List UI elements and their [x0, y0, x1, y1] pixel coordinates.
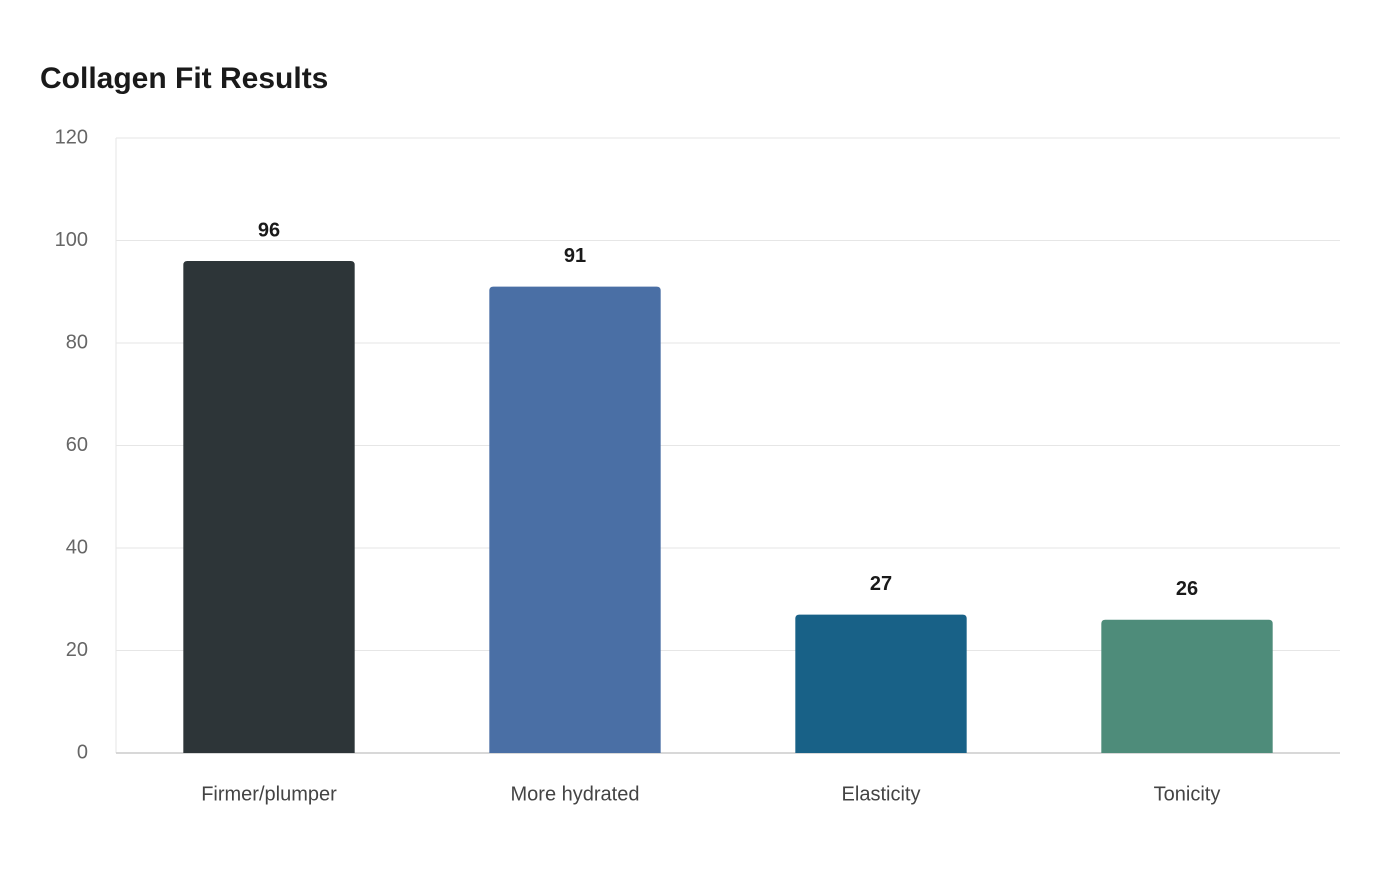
y-tick-label: 40: [66, 536, 88, 558]
y-tick-label: 120: [55, 126, 88, 148]
x-tick-label: Firmer/plumper: [201, 783, 337, 805]
data-label: 27: [870, 573, 892, 595]
data-label: 26: [1176, 578, 1198, 600]
y-tick-label: 60: [66, 434, 88, 456]
bar: [1101, 619, 1273, 753]
y-tick-label: 0: [77, 741, 88, 763]
bar: [795, 614, 967, 753]
data-label: 96: [258, 219, 280, 241]
y-tick-label: 100: [55, 229, 88, 251]
chart-title: Collagen Fit Results: [40, 62, 328, 95]
y-tick-label: 20: [66, 639, 88, 661]
y-tick-label: 80: [66, 331, 88, 353]
bar: [489, 286, 661, 753]
x-tick-label: More hydrated: [511, 783, 640, 805]
data-label: 91: [564, 245, 586, 267]
bar: [183, 261, 355, 753]
x-tick-label: Tonicity: [1154, 783, 1221, 805]
x-tick-label: Elasticity: [842, 783, 921, 805]
